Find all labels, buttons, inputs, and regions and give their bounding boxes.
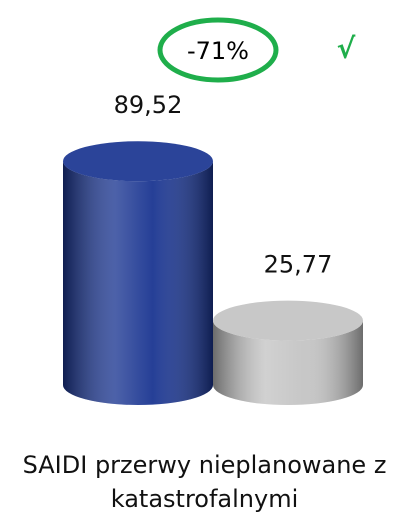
annotation-circle <box>157 17 279 83</box>
annotation: -71% <box>187 37 249 65</box>
chart: 89,52 25,77 -71% √ <box>63 17 363 405</box>
check-annotation: √ <box>337 32 356 65</box>
cylinder-top <box>213 300 363 341</box>
plot: 89,52 25,77 <box>63 91 363 405</box>
value-label: 89,52 <box>114 91 183 119</box>
cylinder-top <box>63 141 213 182</box>
cylinder <box>63 141 213 405</box>
cylinder-shade <box>213 320 363 405</box>
cylinder-shade <box>63 161 213 405</box>
cylinder-top-shade <box>213 300 363 341</box>
cylinder-top-shade <box>63 141 213 182</box>
value-label: 25,77 <box>264 251 333 279</box>
cylinder <box>213 300 363 405</box>
x-axis-label: SAIDI przerwy nieplanowane z katastrofal… <box>22 451 387 513</box>
